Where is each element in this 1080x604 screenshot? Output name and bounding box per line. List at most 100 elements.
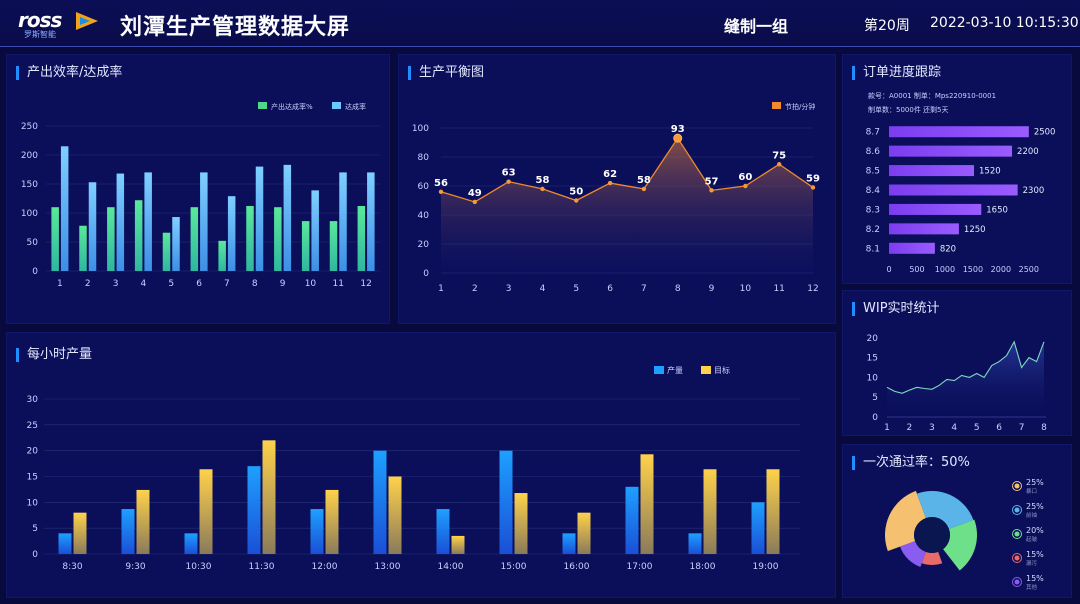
legend-dot [1014, 555, 1020, 561]
wip-line [886, 340, 1045, 394]
y-tick-label: 100 [21, 209, 38, 219]
y-tick-label: 8.4 [866, 186, 881, 196]
x-tick-label: 15:00 [501, 562, 527, 572]
legend-label: 目标 [714, 365, 730, 375]
pie-slice [916, 491, 974, 529]
legend-name: 前袖 [1026, 511, 1038, 519]
x-tick-label: 500 [909, 265, 924, 274]
legend-dot [1014, 483, 1020, 489]
bar-output [751, 502, 765, 554]
bar-target [262, 440, 276, 554]
bar-output [499, 450, 513, 554]
bar-rate [255, 166, 264, 271]
order-info-line-1: 款号：A0001 制单：Mps220910-0001 [868, 92, 997, 100]
data-point [776, 162, 782, 167]
efficiency-panel-title: 产出效率/达成率 [16, 66, 122, 80]
x-tick-label: 11 [333, 279, 344, 289]
legend-name: 漏污 [1026, 559, 1038, 567]
legend-ring [1012, 481, 1022, 491]
bar-output [310, 509, 324, 554]
x-tick-label: 19:00 [753, 562, 779, 572]
logo-text: ross [18, 8, 62, 32]
order-bar [889, 165, 975, 177]
legend-swatch [701, 366, 711, 374]
x-tick-label: 13:00 [375, 562, 401, 572]
legend-name: 其他 [1026, 583, 1038, 591]
x-tick-label: 2 [85, 279, 91, 289]
y-tick-label: 15 [867, 354, 878, 364]
bar-output [436, 509, 450, 554]
balance-panel: 生产平衡图 0 20 40 60 80 100 56 1 49 2 63 3 58 4 50 5 62 6 58 7 9… [398, 54, 836, 324]
data-label: 50 [569, 187, 583, 198]
data-label: 820 [940, 244, 956, 254]
y-tick-label: 8.3 [866, 205, 880, 215]
y-tick-label: 10 [867, 373, 879, 383]
x-tick-label: 6 [996, 423, 1002, 433]
logo-subtext: 罗斯智能 [24, 30, 56, 39]
legend-label: 产出达成率% [271, 102, 313, 111]
group-name[interactable]: 缝制一组 [724, 17, 789, 36]
y-tick-label: 250 [21, 122, 38, 132]
x-tick-label: 4 [141, 279, 147, 289]
x-tick-label: 12 [807, 284, 818, 294]
datetime-label: 2022-03-10 10:15:30 [930, 15, 1079, 31]
orders-chart: 8.7 2500 8.6 2200 8.5 1520 8.4 2300 8.3 1650 8.2 12… [866, 126, 1055, 274]
pie-slice [900, 541, 926, 567]
x-tick-label: 1 [57, 279, 63, 289]
y-tick-label: 10 [27, 498, 39, 508]
legend-ring [1012, 529, 1022, 539]
y-tick-label: 8.6 [866, 147, 881, 157]
legend-swatch [258, 102, 267, 109]
x-tick-label: 2500 [1019, 265, 1039, 274]
x-tick-label: 6 [196, 279, 202, 289]
x-tick-label: 4 [540, 284, 546, 294]
data-point [574, 198, 579, 203]
x-tick-label: 10:30 [186, 562, 212, 572]
x-tick-label: 7 [224, 279, 230, 289]
bar-output [184, 533, 198, 554]
order-info-line-2: 制单数：5000件 还剩5天 [868, 106, 949, 114]
x-tick-label: 9 [280, 279, 286, 289]
bar-output [625, 486, 639, 554]
order-bar [889, 184, 1018, 196]
data-label: 75 [772, 150, 786, 161]
bar-output [301, 221, 310, 271]
x-tick-label: 3 [506, 284, 512, 294]
x-tick-label: 1 [884, 423, 890, 433]
page-title: 刘潭生产管理数据大屏 [120, 15, 351, 40]
bar-rate [60, 146, 69, 271]
x-tick-label: 5 [573, 284, 579, 294]
x-tick-label: 12 [360, 279, 371, 289]
order-bar [889, 242, 935, 254]
bar-output [190, 207, 199, 271]
x-tick-label: 6 [607, 284, 613, 294]
bar-rate [283, 164, 292, 271]
legend-percent: 25% [1026, 478, 1044, 487]
bar-rate [339, 172, 347, 271]
bar-target [451, 535, 465, 554]
y-tick-label: 100 [412, 124, 429, 134]
bar-target [73, 512, 87, 554]
legend-label: 达成率 [345, 102, 366, 111]
bar-rate [88, 182, 97, 271]
legend-swatch [332, 102, 341, 109]
x-tick-label: 10 [740, 284, 752, 294]
passrate-panel: 一次通过率：50% 25% 暴口 25% 前袖 20% 起皱 15% 漏污 15% 其他 [842, 444, 1072, 598]
data-point [472, 199, 478, 205]
x-tick-label: 12:00 [312, 562, 338, 572]
y-tick-label: 8.5 [866, 167, 880, 177]
data-label: 56 [434, 178, 448, 189]
y-tick-label: 50 [27, 238, 39, 248]
bar-output [79, 225, 87, 271]
wip-chart: 0 5 10 15 20 1 2 3 4 5 6 7 8 [867, 334, 1048, 433]
legend-ring [1012, 553, 1022, 563]
y-tick-label: 20 [418, 240, 430, 250]
data-label: 1250 [964, 225, 986, 235]
legend-name: 暴口 [1026, 488, 1037, 495]
header: ross 罗斯智能 刘潭生产管理数据大屏 缝制一组 第20周 2022-03-1… [0, 0, 1080, 47]
legend-dot [1014, 531, 1020, 537]
y-tick-label: 5 [32, 524, 38, 534]
x-tick-label: 3 [113, 279, 119, 289]
